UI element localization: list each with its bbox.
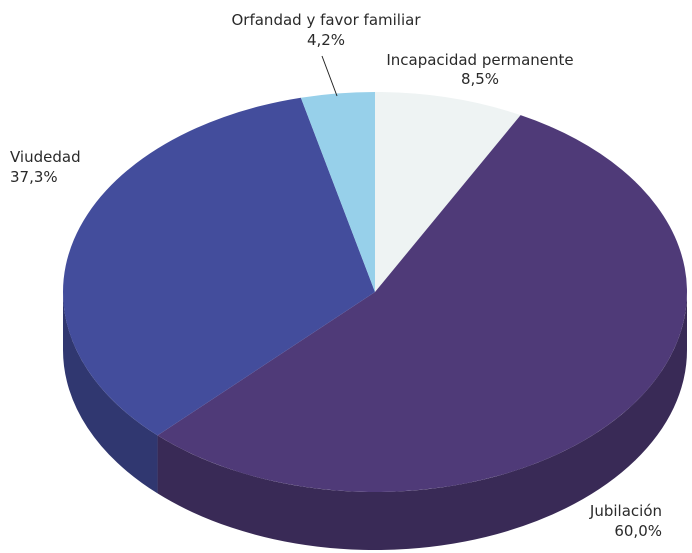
pie-side-viudedad	[63, 292, 158, 494]
pie-side-jubilacion	[157, 292, 687, 550]
pie-slice-viudedad	[63, 97, 376, 436]
slice-value-jubilacion: 60,0%	[614, 522, 662, 540]
pie-sides	[63, 292, 687, 550]
slice-name-jubilacion: Jubilación	[589, 502, 662, 520]
slice-value-viudedad: 37,3%	[10, 168, 58, 186]
slice-name-viudedad: Viudedad	[10, 148, 81, 166]
slice-labels: Incapacidad permanente 8,5% Jubilación 6…	[10, 11, 662, 540]
pie-slice-jubilacion	[157, 115, 688, 493]
slice-value-orfandad: 4,2%	[307, 31, 345, 49]
pie-slice-incapacidad-permanente	[375, 92, 521, 292]
slice-name-incapacidad: Incapacidad permanente	[386, 51, 573, 69]
slice-value-incapacidad: 8,5%	[461, 70, 499, 88]
leader-line-orfandad	[321, 55, 338, 97]
pie-slice-orfandad-y-favor-familiar	[300, 92, 375, 292]
slice-name-orfandad: Orfandad y favor familiar	[231, 11, 421, 29]
pie-tops	[63, 92, 688, 493]
